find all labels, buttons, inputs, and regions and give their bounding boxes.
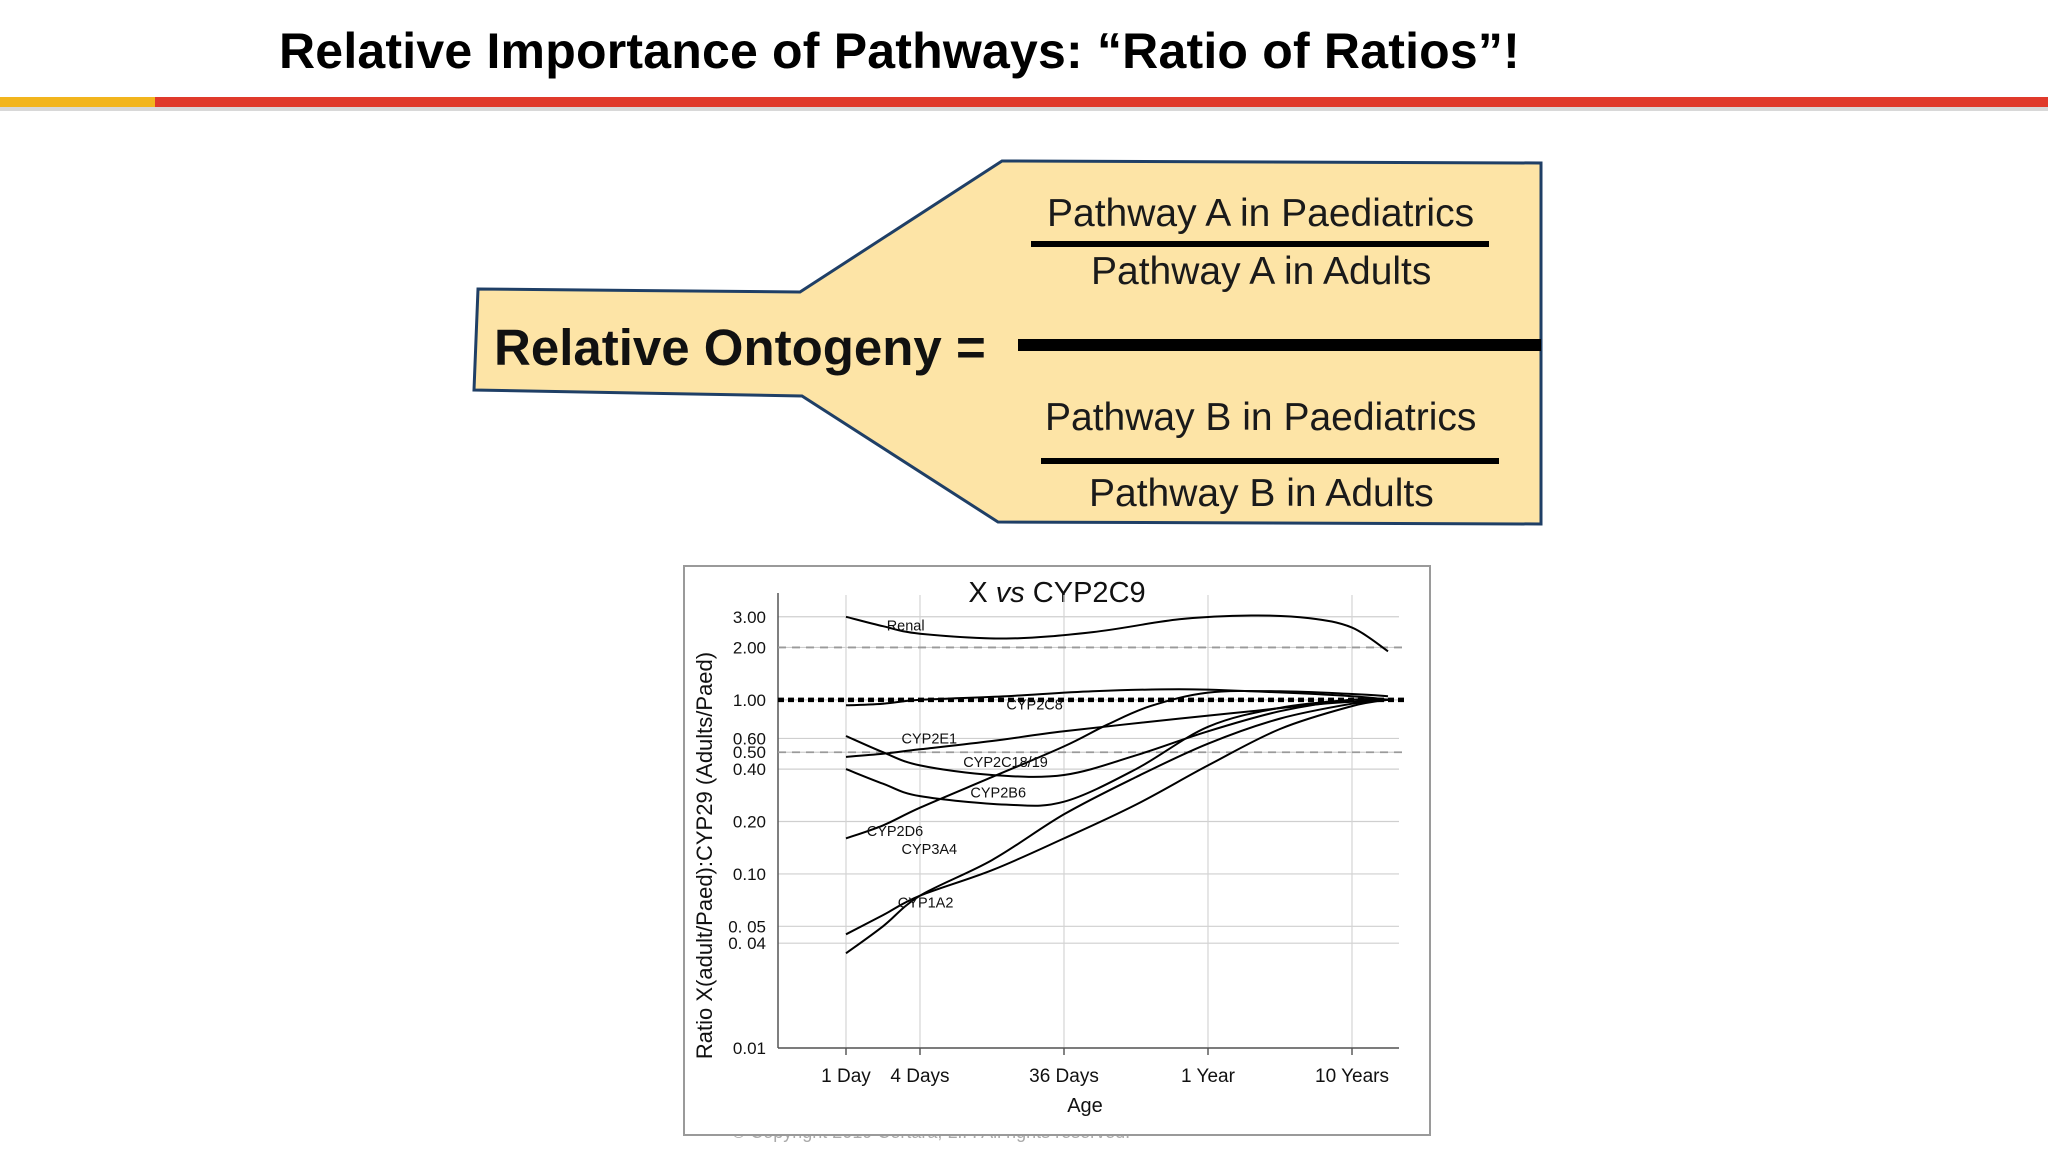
series-label-renal: Renal <box>887 619 925 635</box>
series-line-cyp1a2 <box>845 698 1389 936</box>
numerator-top-text: Pathway A in Paediatrics <box>1047 192 1475 235</box>
series-line-renal <box>845 614 1389 653</box>
y-tick-label: 2.00 <box>733 638 766 657</box>
y-tick-label: 0. 05 <box>728 917 766 936</box>
y-axis-label: Ratio X(adult/Paed):CYP29 (Adults/Paed) <box>692 652 717 1059</box>
title-accent-bar-red <box>155 97 2048 107</box>
series-label-cyp2d6: CYP2D6 <box>867 824 923 840</box>
y-tick-label: 0.01 <box>733 1039 766 1058</box>
x-axis-label: Age <box>1067 1095 1103 1117</box>
y-tick-label: 1.00 <box>733 691 766 710</box>
numerator-bottom-text: Pathway A in Adults <box>1091 250 1432 293</box>
x-tick-label: 36 Days <box>1029 1066 1099 1087</box>
x-tick-label: 4 Days <box>890 1066 949 1087</box>
y-tick-label: 0.40 <box>733 760 766 779</box>
callout-polygon <box>472 159 1543 526</box>
ontogeny-chart: X vs CYP2C9 3.00 2.00 1.00 0.60 0.50 0.40 0.20 0… <box>683 565 1431 1136</box>
series-label-cyp2b6: CYP2B6 <box>970 785 1026 801</box>
y-tick-label: 3.00 <box>733 608 766 627</box>
denominator-bottom-text: Pathway B in Adults <box>1089 472 1434 515</box>
series-label-cyp2e1: CYP2E1 <box>902 732 958 748</box>
series-label-cyp3a4: CYP3A4 <box>902 842 958 858</box>
series-line-cyp3a4 <box>845 698 1389 955</box>
y-tick-label: 0.60 <box>733 729 766 748</box>
y-tick-label: 0.20 <box>733 813 766 832</box>
series-label-cyp2c8: CYP2C8 <box>1006 698 1062 714</box>
series-line-cyp2c8 <box>845 688 1389 707</box>
chart-title-main: X <box>968 577 995 609</box>
x-tick-label: 1 Year <box>1181 1066 1236 1087</box>
series-label-cyp1a2: CYP1A2 <box>898 896 954 912</box>
formula-lhs: Relative Ontogeny = <box>494 319 986 376</box>
y-tick-label: 0.50 <box>733 743 766 762</box>
chart-title-tail: CYP2C9 <box>1025 577 1146 609</box>
y-tick-label: 0. 04 <box>728 934 766 953</box>
title-bar-shadow <box>0 107 2048 111</box>
title-accent-bar-yellow <box>0 97 155 107</box>
x-tick-label: 10 Years <box>1315 1066 1389 1087</box>
series-line-cyp2e1 <box>845 698 1389 758</box>
denominator-top-text: Pathway B in Paediatrics <box>1045 396 1477 439</box>
series-label-cyp2c18-19: CYP2C18/19 <box>963 755 1048 771</box>
series-line-cyp2c18-19 <box>845 697 1389 778</box>
y-tick-label: 0.10 <box>733 865 766 884</box>
series-line-cyp2b6 <box>845 698 1389 807</box>
chart-canvas: X vs CYP2C9 3.00 2.00 1.00 0.600.500.40 0.20 0… <box>692 577 1407 1117</box>
slide-title: Relative Importance of Pathways: “Ratio … <box>279 23 1520 79</box>
chart-title: X vs CYP2C9 <box>968 577 1145 609</box>
series-line-cyp2d6 <box>845 689 1389 840</box>
chart-title-italic: vs <box>996 577 1025 609</box>
x-tick-label: 1 Day <box>821 1066 871 1087</box>
